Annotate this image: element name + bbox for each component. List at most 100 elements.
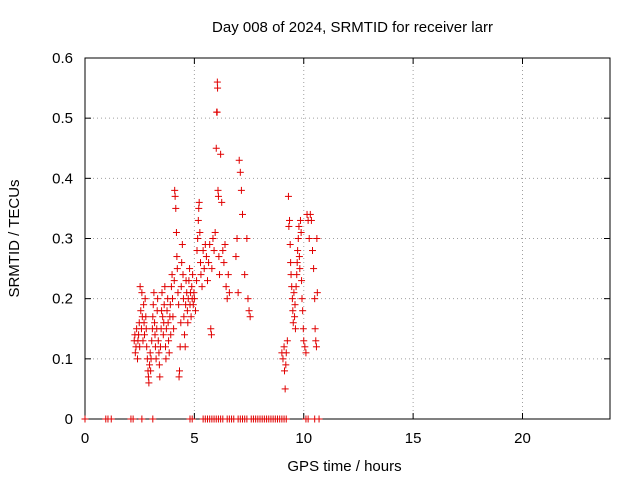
data-point: [195, 198, 203, 206]
data-point: [189, 271, 197, 279]
data-point: [147, 367, 155, 375]
data-point: [156, 373, 164, 381]
data-point: [149, 415, 157, 423]
data-point: [159, 331, 167, 339]
data-point: [282, 361, 290, 369]
data-point: [202, 253, 210, 261]
data-point: [282, 415, 290, 423]
data-point: [286, 241, 294, 249]
y-tick-labels: 0 0.1 0.2 0.3 0.4 0.5 0.6: [52, 50, 73, 428]
data-point: [210, 247, 218, 255]
data-point: [304, 415, 312, 423]
data-point: [134, 355, 141, 363]
data-point: [181, 343, 189, 351]
data-point: [188, 283, 196, 291]
data-point: [241, 271, 249, 279]
data-point: [164, 319, 172, 327]
data-point: [138, 415, 146, 423]
data-point: [190, 295, 198, 303]
data-point: [285, 222, 293, 230]
data-point: [167, 331, 175, 339]
data-point: [235, 156, 243, 164]
data-point: [170, 325, 178, 333]
y-tick-label: 0.4: [52, 170, 73, 187]
data-point: [292, 283, 300, 291]
data-point: [142, 325, 150, 333]
data-point: [175, 373, 183, 381]
data-point: [183, 307, 191, 315]
data-point: [216, 271, 224, 279]
data-point: [149, 313, 157, 321]
data-point: [306, 210, 314, 218]
data-point: [284, 192, 292, 200]
data-point: [144, 373, 152, 381]
y-tick-label: 0.2: [52, 291, 73, 308]
data-point: [234, 289, 242, 297]
data-point: [169, 295, 176, 303]
data-point: [187, 313, 195, 321]
data-point: [189, 301, 197, 309]
data-point: [237, 186, 245, 194]
data-point: [293, 259, 301, 267]
data-point: [297, 228, 305, 236]
data-point: [204, 277, 211, 285]
data-point: [295, 222, 303, 230]
data-point: [165, 349, 173, 357]
data-point: [291, 313, 299, 321]
data-point: [286, 216, 294, 224]
data-point: [232, 253, 240, 261]
data-point: [300, 337, 308, 345]
y-tick-label: 0: [65, 411, 73, 428]
data-point: [311, 325, 319, 333]
data-point: [148, 337, 156, 345]
data-point: [168, 271, 176, 279]
data-point: [302, 349, 310, 357]
data-point: [175, 301, 183, 309]
data-point: [198, 283, 206, 291]
data-point: [170, 277, 178, 285]
data-point: [219, 247, 227, 255]
data-point: [214, 84, 222, 92]
data-point: [179, 271, 187, 279]
data-point: [289, 319, 297, 327]
data-point: [289, 307, 297, 315]
data-point: [197, 271, 205, 279]
data-point: [136, 343, 144, 351]
data-point: [211, 228, 219, 236]
data-point: [171, 192, 179, 200]
data-point: [205, 259, 213, 267]
data-point: [199, 247, 207, 255]
data-point: [169, 313, 177, 321]
data-point: [177, 283, 185, 291]
x-tick-label: 0: [81, 430, 89, 447]
data-point: [138, 289, 146, 297]
data-point: [151, 331, 159, 339]
data-point: [163, 307, 171, 315]
data-point: [135, 331, 143, 339]
x-tick-label: 20: [514, 430, 531, 447]
data-point: [295, 253, 303, 261]
data-point: [159, 313, 167, 321]
data-point: [178, 259, 186, 267]
x-tick-label: 10: [295, 430, 312, 447]
data-point: [137, 307, 145, 315]
data-point: [190, 289, 198, 297]
data-point: [236, 168, 244, 176]
data-point: [312, 337, 320, 345]
data-point: [299, 325, 307, 333]
data-point: [296, 216, 304, 224]
data-point: [245, 307, 253, 315]
data-point: [145, 379, 153, 387]
data-point: [194, 235, 202, 242]
data-point: [154, 337, 162, 345]
data-point: [293, 271, 301, 279]
data-point: [311, 295, 319, 303]
data-point: [294, 247, 302, 255]
data-point: [282, 349, 290, 357]
data-point: [313, 235, 321, 242]
data-point: [154, 295, 162, 303]
y-tick-label: 0.5: [52, 110, 73, 127]
data-point: [184, 319, 192, 327]
data-point: [287, 259, 295, 267]
data-point: [173, 253, 181, 261]
